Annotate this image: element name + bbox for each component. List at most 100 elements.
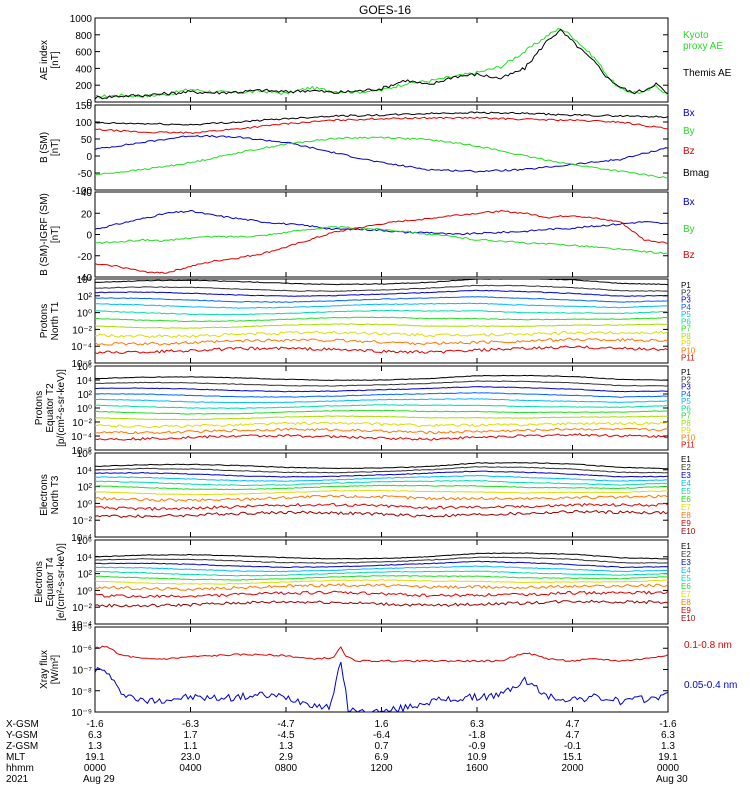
- y-tick-label: 10⁻²: [72, 325, 92, 336]
- y-tick-label: 800: [75, 31, 92, 42]
- channel-e4-line: [94, 565, 669, 573]
- legend-e10: E10: [681, 527, 696, 536]
- channel-e6-line: [94, 575, 669, 581]
- x-cell-mlt: 15.1: [563, 752, 583, 763]
- y-tick-label: 10⁻⁴: [71, 342, 92, 353]
- panel-electrons_t4: 10⁻⁴ 10⁻² 10⁰ 10² 10⁴ 10⁶ ElectronsEquator T4[…: [34, 536, 696, 631]
- y-tick-label: 10⁻⁶: [71, 359, 92, 370]
- channel-e10-line: [94, 599, 669, 608]
- x-cell-zgsm: 1.1: [184, 741, 198, 752]
- channel-e8-line: [94, 494, 669, 503]
- y-tick-label: 10⁰: [77, 404, 92, 415]
- channel-e7-line: [94, 579, 669, 585]
- channel-p7-line: [94, 316, 669, 323]
- legend-by: By: [683, 224, 695, 235]
- x-cell-zgsm: 1.3: [661, 741, 675, 752]
- y-tick-label: -20: [78, 252, 93, 263]
- x-row-label: Z-GSM: [6, 741, 38, 752]
- legend-p11: P11: [681, 441, 695, 450]
- y-axis-label: B (SM)[nT]: [39, 132, 61, 163]
- series-kyoto-proxy-ae-line: [94, 27, 669, 99]
- y-tick-label: 10⁶: [77, 536, 92, 547]
- legend-p10: P10: [681, 433, 696, 442]
- channel-e9-line: [94, 502, 669, 511]
- x-cell-zgsm: 1.3: [279, 741, 293, 752]
- y-tick-label: 600: [75, 48, 92, 59]
- x-axis-table: X-GSMY-GSMZ-GSMMLThhmm2021-1.66.31.319.1…: [6, 719, 688, 785]
- series-themis-ae-line: [94, 28, 669, 100]
- legend-e1: E1: [681, 455, 691, 464]
- channel-p4-line: [94, 392, 668, 398]
- x-cell-date: Aug 29: [83, 774, 115, 785]
- series-0-05-0-4-nm-line: [94, 661, 669, 713]
- channel-p8-line: [94, 323, 669, 329]
- y-tick-label: 10⁴: [77, 376, 92, 387]
- y-tick-label: 10⁻⁹: [71, 708, 92, 719]
- channel-p3-line: [94, 289, 669, 297]
- legend-e2: E2: [681, 463, 691, 472]
- channel-p6-line: [94, 404, 668, 410]
- legend-bx: Bx: [683, 108, 695, 119]
- x-cell-xgsm: 4.7: [566, 719, 580, 730]
- legend-0-05-0-4-nm: 0.05-0.4 nm: [684, 680, 737, 691]
- channel-e6-line: [94, 484, 669, 491]
- series-bmag-line: [94, 111, 669, 126]
- y-tick-label: 10²: [78, 292, 93, 303]
- y-tick-label: 10⁶: [77, 449, 92, 460]
- x-cell-zgsm: 1.3: [88, 741, 102, 752]
- x-row-label: Y-GSM: [6, 730, 38, 741]
- legend-p7: P7: [681, 325, 691, 334]
- channel-p1-line: [94, 374, 669, 382]
- x-cell-hhmm: 0400: [179, 763, 202, 774]
- panel-xray: 10⁻⁹ 10⁻⁸ 10⁻⁷ 10⁻⁶ 10⁻⁵ Xray flux[W/m²] 0.1-0…: [39, 623, 737, 719]
- y-tick-label: 10⁻²: [72, 516, 92, 527]
- channel-e1-line: [94, 552, 669, 560]
- y-tick-label: 400: [75, 64, 92, 75]
- x-cell-mlt: 6.9: [375, 752, 389, 763]
- channel-e1-line: [94, 461, 669, 470]
- y-tick-label: 40: [81, 188, 93, 199]
- channel-p2-line: [94, 284, 669, 292]
- legend-p2: P2: [681, 375, 691, 384]
- y-tick-label: 100: [75, 118, 92, 129]
- channel-p5-line: [94, 302, 669, 309]
- x-cell-hhmm: 2000: [561, 763, 584, 774]
- legend-p1: P1: [681, 281, 691, 290]
- channel-p10-line: [94, 427, 669, 435]
- channel-e2-line: [94, 466, 669, 474]
- legend-e8: E8: [681, 598, 691, 607]
- x-cell-xgsm: -1.6: [86, 719, 104, 730]
- legend-p9: P9: [681, 426, 691, 435]
- legend-e5: E5: [681, 574, 691, 583]
- channel-e8-line: [94, 583, 669, 591]
- panel-ae: 0 200 400 600 800 1000 AE index[nT] Kyoto proxy …: [39, 14, 732, 109]
- series-bz-line: [94, 116, 668, 135]
- legend-e7: E7: [681, 590, 691, 599]
- legend-e4: E4: [681, 566, 691, 575]
- x-cell-xgsm: -6.3: [182, 719, 200, 730]
- y-tick-label: -100: [72, 186, 92, 197]
- legend-p5: P5: [681, 310, 691, 319]
- legend-bx: Bx: [683, 197, 695, 208]
- plot-title: GOES-16: [359, 3, 411, 17]
- y-tick-label: -50: [78, 169, 93, 180]
- y-tick-label: 10⁻⁵: [71, 623, 92, 634]
- x-row-label: MLT: [6, 752, 25, 763]
- channel-e4-line: [94, 474, 669, 482]
- y-tick-label: 10⁴: [77, 553, 92, 564]
- legend-p3: P3: [681, 383, 691, 392]
- legend-themis-ae: Themis AE: [683, 68, 732, 79]
- x-cell-xgsm: -4.7: [277, 719, 295, 730]
- x-cell-date: Aug 30: [656, 774, 688, 785]
- legend-p3: P3: [681, 296, 691, 305]
- x-cell-hhmm: 0000: [657, 763, 680, 774]
- channel-e5-line: [94, 479, 669, 486]
- y-axis-label: B (SM)-IGRF (SM)[nT]: [39, 193, 61, 276]
- y-tick-label: 10⁻⁸: [71, 687, 92, 698]
- legend-0-1-0-8-nm: 0.1-0.8 nm: [684, 640, 732, 651]
- channel-p9-line: [94, 330, 669, 339]
- x-cell-mlt: 23.0: [181, 752, 201, 763]
- y-tick-label: 20: [81, 209, 93, 220]
- legend-bmag: Bmag: [683, 168, 709, 179]
